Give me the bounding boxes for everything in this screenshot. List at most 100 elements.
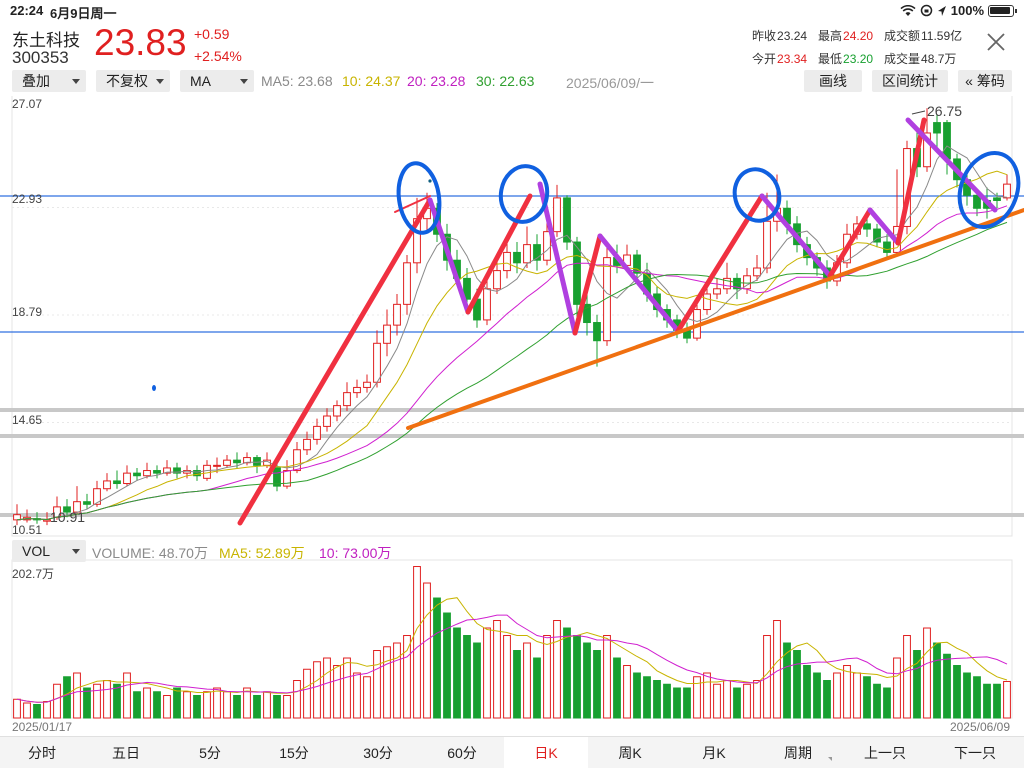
stat-prev-close: 昨收23.24 [752, 27, 807, 44]
price-change: +0.59 [194, 26, 230, 42]
tab-7[interactable]: 周K [588, 737, 672, 768]
candle [753, 267, 761, 277]
volume-bar [103, 680, 111, 719]
tab-0[interactable]: 分时 [0, 737, 84, 768]
tab-11[interactable]: 下一只 [930, 737, 1020, 768]
volume-bar [393, 642, 401, 719]
volume-bar [223, 691, 231, 719]
trend-line-purple [867, 207, 901, 246]
tab-label: 5分 [199, 745, 221, 761]
volume-bar [323, 657, 331, 719]
chips-button[interactable]: « 筹码 [958, 70, 1012, 92]
candle [333, 405, 341, 417]
candle [1003, 183, 1011, 199]
volume-bar [293, 680, 301, 719]
tab-3[interactable]: 15分 [252, 737, 336, 768]
stat-label: 昨收 [752, 29, 777, 43]
candle [593, 322, 601, 342]
volume-bar [373, 650, 381, 719]
tab-1[interactable]: 五日 [84, 737, 168, 768]
volume-bar [833, 672, 841, 719]
vol-ma5-value: MA5: 52.89万 [219, 545, 305, 561]
tab-6[interactable]: 日K [504, 737, 588, 768]
volume-bar [673, 687, 681, 719]
volume-bar [993, 683, 1001, 719]
stat-label: 最低 [818, 52, 843, 66]
ma20-value: 20: 23.28 [407, 73, 466, 89]
indicator-dropdown[interactable]: MA [180, 70, 254, 92]
volume-bar [583, 642, 591, 719]
candle [733, 277, 741, 290]
date-end-label: 2025/06/09 [950, 720, 1010, 734]
ma5-line [16, 145, 1008, 521]
candle [273, 467, 281, 487]
volume-bar [123, 672, 131, 719]
close-icon[interactable] [984, 30, 1008, 54]
volume-bar [283, 695, 291, 719]
overlay-dropdown[interactable]: 叠加 [12, 70, 86, 92]
volume-bar [703, 672, 711, 719]
battery-percent: 100% [950, 3, 984, 18]
candle [873, 228, 881, 243]
volume-bar [233, 695, 241, 719]
adjust-dropdown[interactable]: 不复权 [96, 70, 170, 92]
wifi-icon [900, 4, 916, 16]
chevron-down-icon [156, 79, 164, 84]
tab-4[interactable]: 30分 [336, 737, 420, 768]
volume-bar [593, 650, 601, 719]
range-stats-button[interactable]: 区间统计 [872, 70, 948, 92]
candle [403, 262, 411, 305]
trend-line-purple [759, 193, 833, 279]
candle [883, 241, 891, 253]
volume-bar [793, 650, 801, 719]
price-axis-label: 14.65 [12, 413, 42, 427]
candle [513, 251, 521, 264]
volume-bar [853, 672, 861, 719]
stat-volume: 成交量48.7万 [884, 50, 956, 67]
circle-annotation-blue [396, 161, 442, 235]
volume-bar [553, 620, 561, 719]
volume-bar [253, 695, 261, 719]
volume-bar [953, 665, 961, 719]
low-price-marker: 10.91 [50, 509, 85, 525]
candle [203, 464, 211, 479]
circle-annotation-blue [732, 167, 782, 223]
price-axis-label: 22.93 [12, 192, 42, 206]
stat-value: 11.59亿 [921, 29, 963, 43]
draw-line-button[interactable]: 画线 [804, 70, 862, 92]
candle [463, 277, 471, 300]
volume-bar [173, 687, 181, 719]
candle [113, 480, 121, 485]
volume-bar [133, 691, 141, 719]
support-line-orange [406, 208, 1024, 430]
stock-name: 东土科技 [12, 31, 80, 50]
candle [193, 470, 201, 477]
volume-bar [163, 695, 171, 719]
candle [353, 386, 361, 394]
volume-bar [513, 650, 521, 719]
volume-bar [633, 672, 641, 719]
stat-label: 成交量 [884, 52, 921, 66]
tab-10[interactable]: 上一只 [840, 737, 930, 768]
candle [173, 467, 181, 474]
volume-bar [823, 680, 831, 719]
tab-8[interactable]: 月K [672, 737, 756, 768]
volume-bar [33, 704, 41, 719]
tab-9[interactable]: 周期 [756, 737, 840, 768]
volume-indicator-dropdown[interactable]: VOL [12, 540, 86, 562]
volume-value: VOLUME: 48.70万 [92, 545, 208, 561]
volume-bar [53, 683, 61, 719]
volume-bar [263, 691, 271, 719]
volume-bar [363, 676, 371, 719]
kline-chart[interactable]: 27.07 22.93 18.79 14.65 10.51 26.75 10.91 202.7… [0, 96, 1024, 736]
volume-bar [153, 691, 161, 719]
tab-5[interactable]: 60分 [420, 737, 504, 768]
volume-bar [83, 687, 91, 719]
volume-bar [23, 702, 31, 719]
tab-2[interactable]: 5分 [168, 737, 252, 768]
volume-bar [723, 680, 731, 719]
trend-line-red [895, 117, 927, 246]
trend-line-red [465, 193, 533, 315]
cursor-date: 2025/06/09/一 [566, 75, 654, 91]
volume-bar [43, 701, 51, 719]
